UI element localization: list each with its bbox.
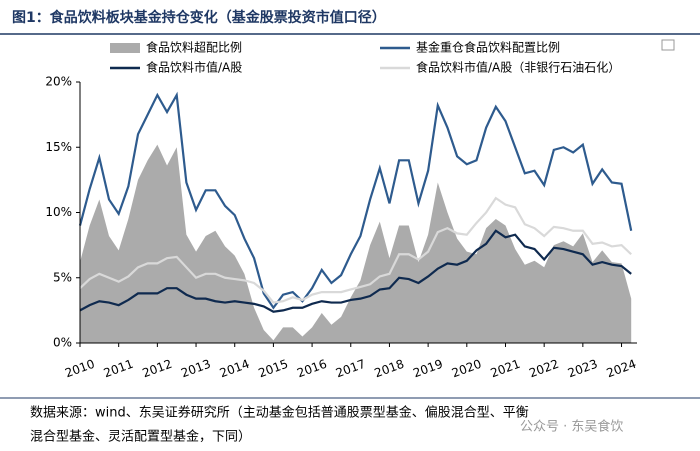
area — [80, 144, 632, 343]
line — [79, 196, 632, 304]
chart-title: 图1：食品饮料板块基金持仓变化（基金股票投资市值口径） — [12, 9, 386, 26]
source-line: 数据来源：wind、东吴证券研究所（主动基金包括普通股票型基金、偏股混合型、平衡 — [30, 405, 529, 421]
line — [78, 91, 633, 310]
watermark: 公众号 · 东吴食饮 — [520, 419, 623, 435]
legend-swatch — [110, 43, 140, 53]
legend-label: 基金重仓食品饮料配置比例 — [416, 40, 560, 55]
legend-label: 食品饮料市值/A股（非银行石油石化） — [416, 60, 620, 75]
legend-label: 食品饮料市值/A股 — [146, 60, 242, 75]
y-tick-label: 10% — [45, 205, 72, 219]
line — [79, 229, 632, 313]
y-tick-label: 0% — [53, 336, 72, 350]
y-tick-label: 15% — [45, 140, 72, 154]
icon — [661, 39, 675, 51]
y-tick-label: 20% — [45, 75, 72, 89]
legend-label: 食品饮料超配比例 — [146, 40, 242, 55]
y-tick-label: 5% — [53, 270, 72, 284]
source-line: 混合型基金、灵活配置型基金，下同） — [30, 429, 251, 445]
